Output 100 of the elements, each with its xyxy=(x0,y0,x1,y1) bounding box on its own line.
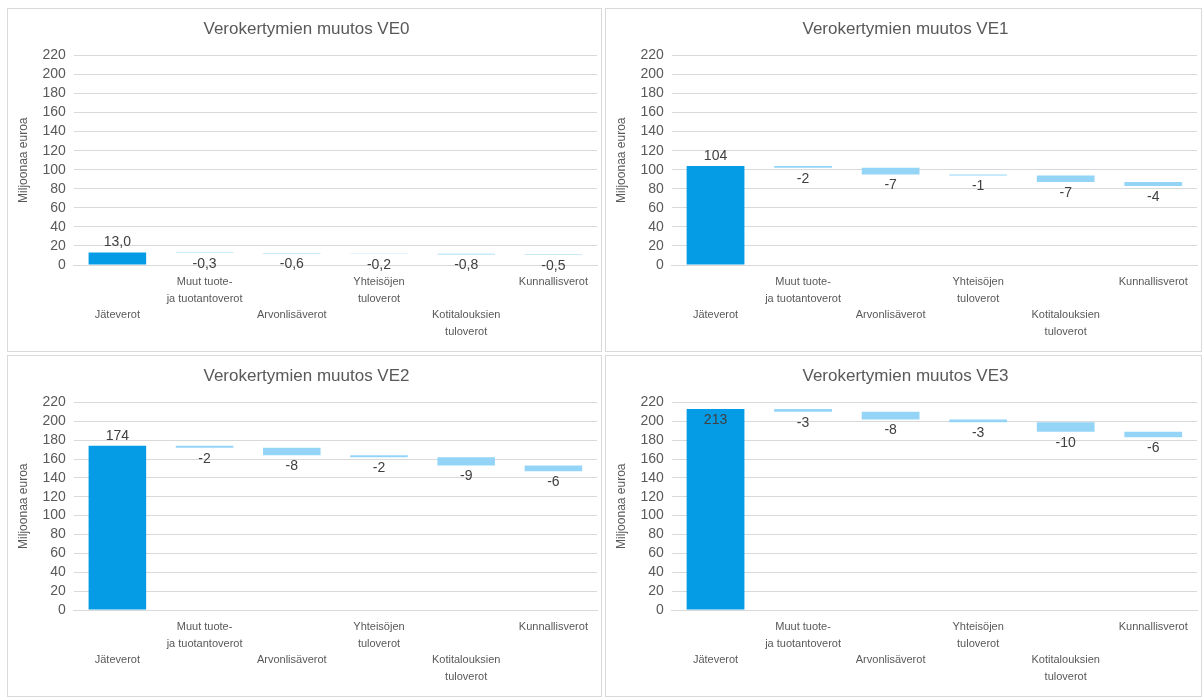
y-tick-label: 160 xyxy=(640,449,664,466)
y-tick-label: 0 xyxy=(655,255,664,272)
data-label: -4 xyxy=(1147,187,1160,204)
x-tick-label: Kunnallisverot xyxy=(1118,620,1188,633)
y-tick-label: 20 xyxy=(648,581,664,598)
y-axis-title: Miljoonaa euroa xyxy=(15,463,30,549)
data-label: 13,0 xyxy=(103,233,132,250)
data-label: -9 xyxy=(459,467,473,484)
y-tick-label: 0 xyxy=(57,600,66,617)
y-tick-label: 0 xyxy=(57,255,66,272)
y-tick-label: 140 xyxy=(640,468,664,485)
y-axis-title: Miljoonaa euroa xyxy=(613,463,628,549)
bar xyxy=(774,409,832,412)
x-tick-label: Arvonlisäverot xyxy=(256,653,327,666)
data-label: -7 xyxy=(884,176,898,193)
y-tick-label: 120 xyxy=(42,487,66,504)
y-tick-label: 200 xyxy=(42,412,66,429)
bar xyxy=(1036,422,1095,432)
y-tick-label: 140 xyxy=(640,122,664,139)
x-tick-label: Muut tuote- ja tuotantoverot xyxy=(165,620,243,649)
x-tick-label: Yhteisöjen tuloverot xyxy=(353,275,405,304)
x-tick-label: Kunnallisverot xyxy=(1118,275,1188,288)
data-label: -0,2 xyxy=(366,255,392,272)
y-tick-label: 160 xyxy=(42,103,66,120)
x-tick-label: Jäteverot xyxy=(94,653,140,666)
data-label: 213 xyxy=(703,410,728,427)
chart-title: Verokertymien muutos VE0 xyxy=(203,18,410,38)
x-tick-label: Arvonlisäverot xyxy=(855,308,926,321)
y-axis-title: Miljoonaa euroa xyxy=(15,117,30,203)
x-tick-label: Kunnallisverot xyxy=(518,620,588,633)
data-label: -8 xyxy=(285,457,299,474)
bar xyxy=(88,445,147,610)
y-tick-label: 180 xyxy=(640,431,664,447)
bar xyxy=(263,447,321,456)
data-label: 104 xyxy=(703,146,728,163)
y-tick-label: 60 xyxy=(648,544,664,561)
x-tick-label: Arvonlisäverot xyxy=(256,308,327,321)
x-tick-label: Kunnallisverot xyxy=(518,275,588,288)
x-tick-label: Yhteisöjen tuloverot xyxy=(353,620,405,649)
x-tick-label: Muut tuote- ja tuotantoverot xyxy=(764,275,841,304)
x-tick-label: Jäteverot xyxy=(692,308,739,321)
y-tick-label: 60 xyxy=(50,198,66,215)
y-tick-label: 220 xyxy=(42,393,66,410)
data-label: -2 xyxy=(198,449,211,466)
y-tick-label: 100 xyxy=(42,160,66,177)
y-tick-label: 20 xyxy=(50,236,66,253)
data-label: -0,5 xyxy=(541,256,566,273)
y-tick-label: 20 xyxy=(648,236,664,253)
y-tick-label: 80 xyxy=(50,525,66,542)
y-tick-label: 120 xyxy=(640,487,664,504)
data-label: -0,3 xyxy=(192,254,217,271)
y-tick-label: 220 xyxy=(640,46,664,63)
x-tick-label: Muut tuote- ja tuotantoverot xyxy=(764,620,841,649)
y-tick-label: 200 xyxy=(640,412,664,429)
y-tick-label: 60 xyxy=(648,198,664,215)
chart-title: Verokertymien muutos VE1 xyxy=(802,18,1009,38)
chart-title: Verokertymien muutos VE2 xyxy=(203,365,410,385)
data-label: -7 xyxy=(1059,183,1073,200)
x-tick-label: Arvonlisäverot xyxy=(855,653,926,666)
y-tick-label: 0 xyxy=(655,600,664,617)
y-tick-label: 220 xyxy=(42,46,66,63)
data-label: -1 xyxy=(971,177,985,194)
y-tick-label: 40 xyxy=(50,563,66,580)
y-tick-label: 120 xyxy=(640,141,664,158)
x-tick-label: Muut tuote- ja tuotantoverot xyxy=(165,275,243,304)
x-tick-label: Kotitalouksien tuloverot xyxy=(1031,653,1100,682)
bar xyxy=(861,411,920,420)
y-tick-label: 80 xyxy=(648,525,664,542)
data-label: -3 xyxy=(971,424,985,441)
y-tick-label: 80 xyxy=(648,179,664,196)
x-tick-label: Jäteverot xyxy=(94,308,140,321)
y-tick-label: 180 xyxy=(640,84,664,101)
y-tick-label: 80 xyxy=(50,179,66,196)
y-tick-label: 220 xyxy=(640,393,664,410)
y-axis-title: Miljoonaa euroa xyxy=(613,117,628,203)
y-tick-label: 200 xyxy=(640,65,664,82)
data-label: -3 xyxy=(796,413,810,430)
y-tick-label: 40 xyxy=(648,217,664,234)
x-tick-label: Kotitalouksien tuloverot xyxy=(1031,308,1100,337)
x-tick-label: Jäteverot xyxy=(692,653,739,666)
y-tick-label: 20 xyxy=(50,581,66,598)
bar xyxy=(686,409,745,610)
y-tick-label: 180 xyxy=(42,431,66,447)
y-tick-label: 100 xyxy=(640,160,664,177)
data-label: -2 xyxy=(372,458,386,475)
data-label: -0,8 xyxy=(454,256,479,273)
y-tick-label: 200 xyxy=(42,65,66,82)
y-tick-label: 120 xyxy=(42,141,66,158)
data-label: -6 xyxy=(547,473,560,490)
bar xyxy=(686,165,745,265)
chart-title: Verokertymien muutos VE3 xyxy=(802,365,1009,385)
y-tick-label: 100 xyxy=(42,506,66,523)
x-tick-label: Yhteisöjen tuloverot xyxy=(952,275,1004,304)
y-tick-label: 140 xyxy=(42,122,66,139)
bar xyxy=(1124,182,1183,186)
y-tick-label: 100 xyxy=(640,506,664,523)
data-label: -6 xyxy=(1147,439,1160,456)
data-label: -10 xyxy=(1055,433,1077,450)
y-tick-label: 40 xyxy=(648,563,664,580)
y-tick-label: 160 xyxy=(42,449,66,466)
